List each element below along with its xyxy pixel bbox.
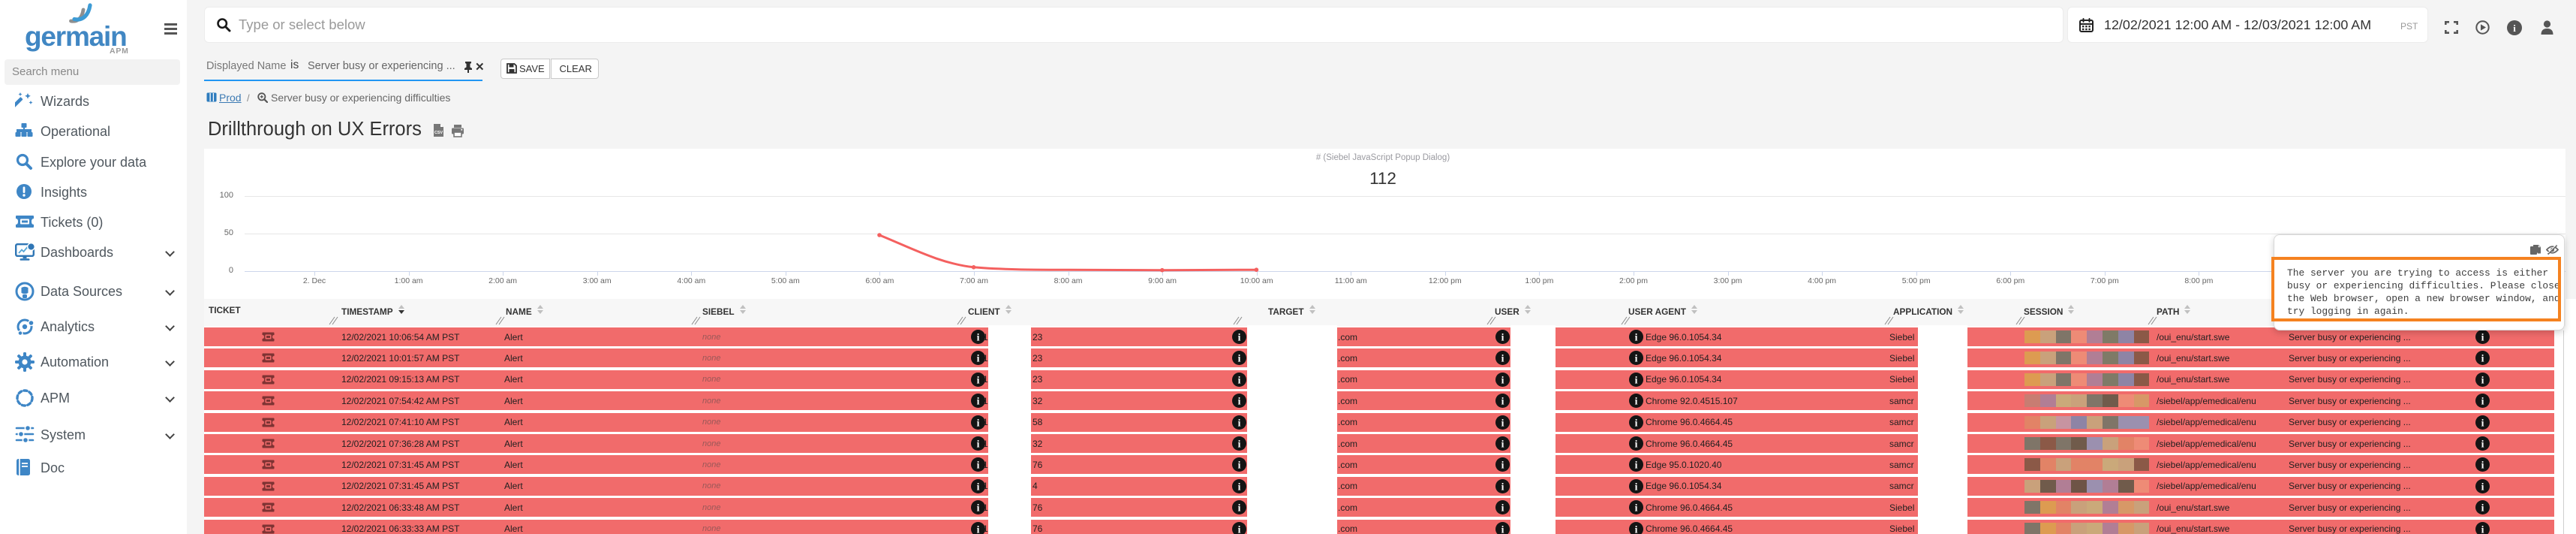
svg-text:i: i <box>1501 523 1504 534</box>
svg-text:i: i <box>977 481 980 492</box>
svg-text:i: i <box>1501 502 1504 514</box>
svg-text:i: i <box>2481 481 2484 492</box>
svg-text:i: i <box>977 523 980 534</box>
svg-text:i: i <box>1635 438 1638 449</box>
svg-text:i: i <box>2481 460 2484 471</box>
svg-text:i: i <box>2481 374 2484 385</box>
svg-text:i: i <box>1238 502 1241 514</box>
svg-text:i: i <box>1635 353 1638 364</box>
svg-text:i: i <box>1501 396 1504 407</box>
svg-text:i: i <box>2481 502 2484 514</box>
svg-text:i: i <box>1501 353 1504 364</box>
svg-text:i: i <box>1238 396 1241 407</box>
svg-text:i: i <box>1238 460 1241 471</box>
svg-text:i: i <box>977 460 980 471</box>
svg-text:i: i <box>1501 481 1504 492</box>
svg-text:i: i <box>1635 396 1638 407</box>
svg-text:i: i <box>2513 23 2516 34</box>
svg-text:i: i <box>1501 438 1504 449</box>
svg-text:i: i <box>1238 523 1241 534</box>
svg-text:i: i <box>1238 481 1241 492</box>
svg-text:i: i <box>977 396 980 407</box>
svg-text:i: i <box>1635 460 1638 471</box>
svg-text:i: i <box>2481 417 2484 428</box>
svg-text:i: i <box>977 438 980 449</box>
svg-text:i: i <box>977 374 980 385</box>
svg-text:i: i <box>1501 460 1504 471</box>
svg-text:i: i <box>1635 331 1638 342</box>
svg-text:i: i <box>977 331 980 342</box>
svg-text:i: i <box>977 417 980 428</box>
svg-text:i: i <box>1501 417 1504 428</box>
svg-text:i: i <box>1635 523 1638 534</box>
svg-text:i: i <box>977 502 980 514</box>
svg-text:i: i <box>977 353 980 364</box>
svg-text:i: i <box>2481 353 2484 364</box>
svg-text:i: i <box>2481 523 2484 534</box>
svg-text:i: i <box>1635 417 1638 428</box>
svg-text:i: i <box>1635 502 1638 514</box>
svg-text:i: i <box>2481 438 2484 449</box>
svg-text:i: i <box>1501 331 1504 342</box>
svg-text:i: i <box>1238 353 1241 364</box>
svg-text:i: i <box>1238 417 1241 428</box>
svg-text:i: i <box>2481 396 2484 407</box>
svg-text:i: i <box>1501 374 1504 385</box>
svg-text:i: i <box>1635 374 1638 385</box>
svg-text:i: i <box>1238 374 1241 385</box>
svg-text:i: i <box>1238 438 1241 449</box>
svg-text:i: i <box>1635 481 1638 492</box>
svg-text:i: i <box>2481 331 2484 342</box>
svg-text:i: i <box>1238 331 1241 342</box>
svg-text:CSV: CSV <box>434 131 443 135</box>
